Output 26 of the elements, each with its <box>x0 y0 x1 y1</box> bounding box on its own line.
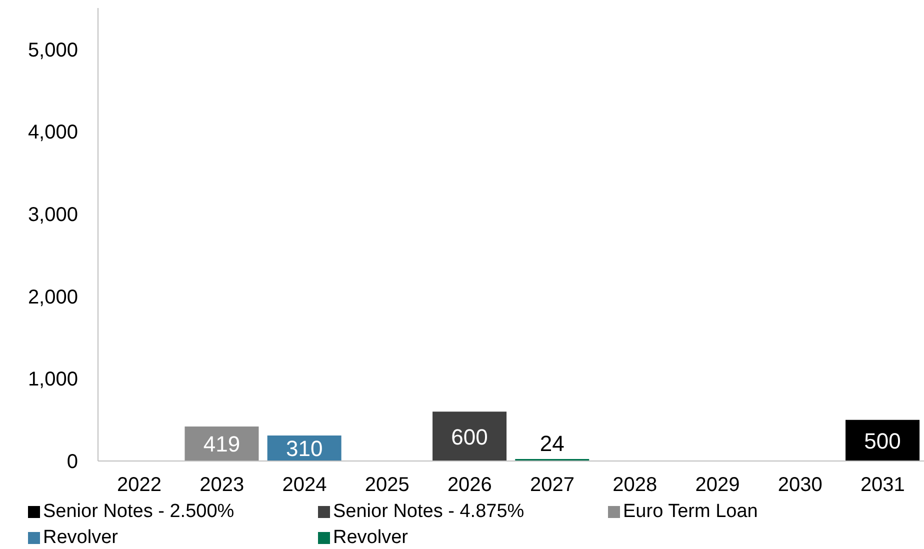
data-label: 310 <box>286 436 323 462</box>
data-label: 600 <box>451 424 488 450</box>
legend-label: Euro Term Loan <box>623 501 758 523</box>
legend-label: Senior Notes - 2.500% <box>43 501 234 523</box>
legend-label: Senior Notes - 4.875% <box>333 501 524 523</box>
x-tick-label: 2026 <box>447 474 492 496</box>
y-tick-label: 0 <box>66 451 78 474</box>
x-tick-label: 2029 <box>695 474 740 496</box>
x-tick-label: 2023 <box>200 474 244 496</box>
y-tick-label: 4,000 <box>28 122 78 144</box>
x-tick-label: 2024 <box>282 474 327 496</box>
data-label: 500 <box>864 428 901 454</box>
legend-label: Revolver <box>43 527 118 549</box>
legend-label: Revolver <box>333 527 408 549</box>
x-tick-label: 2027 <box>530 474 575 496</box>
data-label: 419 <box>203 432 240 457</box>
y-tick-label: 5,000 <box>28 39 78 62</box>
data-label: 24 <box>540 431 564 456</box>
x-tick-label: 2030 <box>778 474 822 496</box>
x-tick-label: 2025 <box>364 474 410 496</box>
x-tick-label: 2028 <box>612 474 658 496</box>
y-tick-label: 1,000 <box>28 368 78 391</box>
x-tick-label: 2031 <box>860 474 905 496</box>
y-tick-label: 3,000 <box>28 204 78 226</box>
x-tick-label: 2022 <box>117 474 162 496</box>
y-tick-label: 2,000 <box>28 286 78 308</box>
